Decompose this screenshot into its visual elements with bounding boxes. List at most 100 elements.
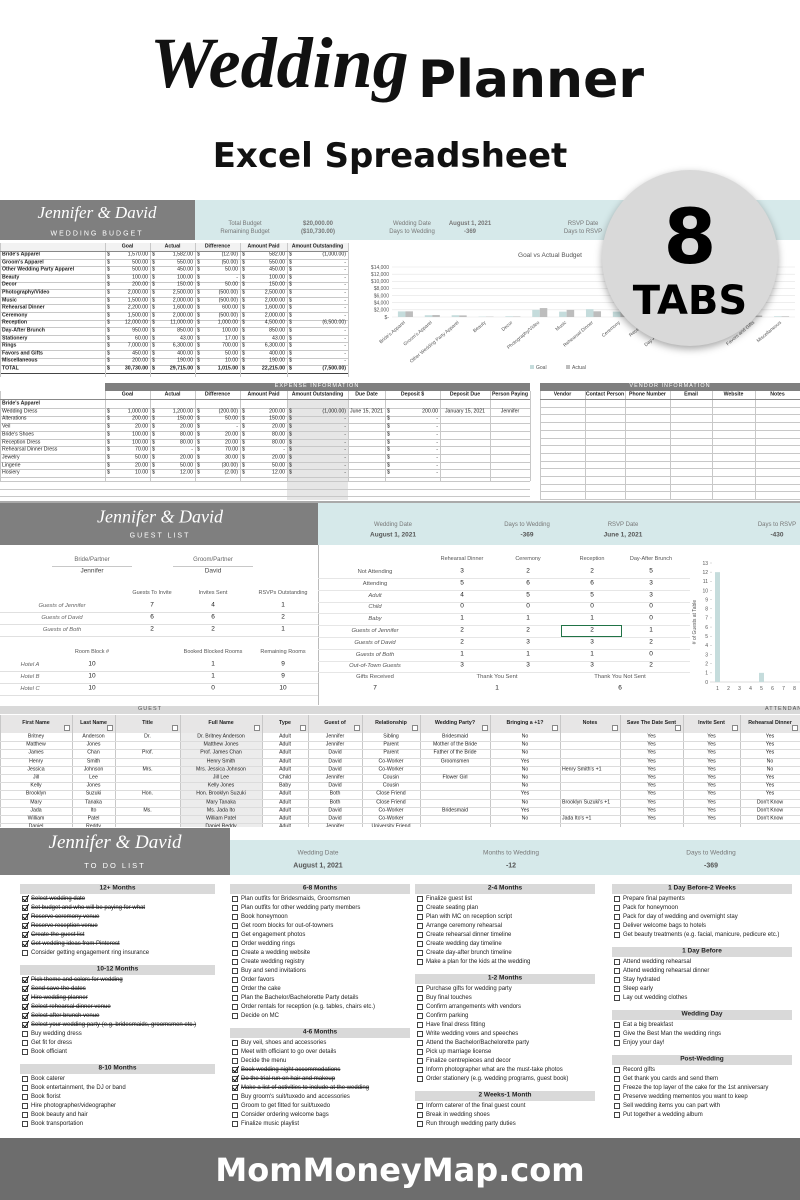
currency-symbol: $ [152,312,155,319]
checkbox [232,977,238,983]
cell: Adult [279,757,291,764]
section-header-bg [20,965,215,975]
cell: Yes [647,749,656,756]
cell: Co-Worker [378,766,404,773]
cell: 60.00 [135,334,148,341]
gift-value: 1 [495,684,499,692]
row-line [0,624,318,625]
currency-symbol: $ [197,319,200,326]
row-label: Guests of David [354,639,396,646]
checkbox [614,1031,620,1037]
todo-item: Write wedding vows and speeches [426,1030,519,1037]
cell: Chan [87,749,100,756]
cell: 2,500.00 [264,289,285,296]
cell: William [27,815,45,822]
currency-symbol: $ [107,327,110,334]
y-tick-label: 12 [702,570,708,576]
cell: 450.00 [132,350,148,357]
currency-symbol: $ [107,266,110,273]
cell: Adult [279,790,291,797]
section-title: ATTENDANCE [765,706,800,713]
legend-swatch [530,365,534,369]
cell: 2,000.00 [172,296,193,303]
currency-symbol: $ [242,469,245,476]
expense-bar [105,383,530,391]
info-label: Days to RSVP [757,521,797,528]
col-line [115,715,116,827]
row-line [0,289,348,290]
currency-symbol: $ [197,334,200,341]
row-line [540,483,800,485]
cell: - [344,304,346,311]
y-tick-label: 0 [705,680,708,686]
column-header: Rehearsal Dinner [748,720,792,727]
cell: (500.00) [218,289,238,296]
checkmark [22,913,29,920]
col-line [740,715,741,827]
checkbox [417,1103,423,1109]
checkbox [232,1103,238,1109]
cell: Yes [520,757,530,764]
row-label: Lingerie [2,461,21,468]
todo-item: Pack for day of wedding and overnight st… [623,913,738,920]
check [22,931,29,938]
row-line [0,415,530,417]
cell: 6 [526,579,530,587]
currency-symbol: $ [289,281,292,288]
x-tick-label: Beauty [472,320,488,335]
footer: MomMoneyMap.com [0,1138,800,1200]
cell: 582.00 [269,251,285,258]
x-tick-label: Decor [501,320,515,333]
cell: 2 [281,613,285,621]
cell: 50.00 [135,454,148,461]
todo-item: Inform caterer of the final guest count [426,1102,526,1109]
checkmark [22,1012,29,1019]
column-header: Invite Sent [698,720,725,727]
legend-label: Goal [536,365,547,371]
cell: Brooklyn Suzuki's +1 [562,798,611,805]
cell: 100.00 [222,327,238,334]
cell: Yes [765,790,775,797]
column-header: Email [684,391,698,398]
filter-button [675,725,681,731]
todo-item: Buy groom's suit/tuxedo and accessories [241,1093,350,1100]
cell: Henry Smith [206,757,236,764]
cell: 11,000.00 [170,319,193,326]
currency-symbol: $ [197,365,200,372]
todo-item: Create a wedding website [241,949,311,956]
currency-symbol: $ [107,281,110,288]
cell: - [344,350,346,357]
info-label: Months to Wedding [483,849,539,857]
column-header: Amount Paid [247,243,280,250]
col-line [287,391,288,481]
todo-item: Book florist [31,1093,61,1100]
cell: 3 [526,638,530,646]
currency-symbol: $ [197,415,200,422]
cell: 9 [281,672,285,680]
cell: 200.00 [132,357,148,364]
cell: Mother of the Bride [432,741,478,748]
currency-symbol: $ [152,469,155,476]
currency-symbol: $ [152,357,155,364]
bar [559,311,567,317]
row-line [0,773,800,775]
cell: 200.00 [269,407,285,414]
todo-item: Make a plan for the kids at the wedding [426,958,531,965]
checkbox [417,959,423,965]
couple: Jennifer & David [97,506,223,527]
row-line [0,327,348,328]
currency-symbol: $ [242,438,245,445]
y-tick-label: $6,000 [374,293,390,299]
bar [459,315,467,317]
sheet-name: GUEST LIST [129,532,191,540]
todo-item: Set budget and who will be paying for wh… [31,904,146,911]
cell: 7,000.00 [127,342,148,349]
cell: Bridesmaid [442,807,468,814]
row-line [318,660,690,662]
cell: Dr. [144,733,151,740]
row-line [0,469,530,471]
row-label: Child [368,604,382,611]
check [22,976,29,983]
col-line [560,715,561,827]
cell: Bridesmaid [442,733,468,740]
